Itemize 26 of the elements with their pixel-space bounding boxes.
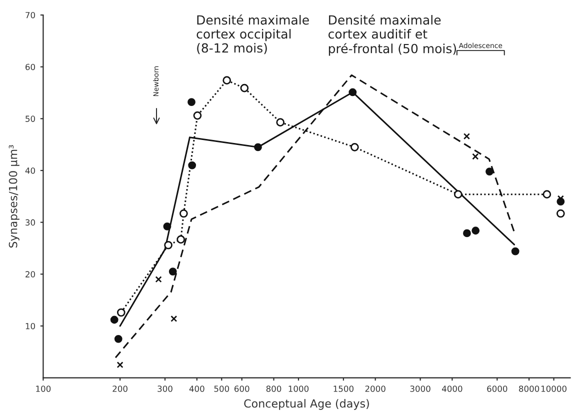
x-tick-label: 1000 [288,386,309,392]
x-tick-label: 3000 [410,386,430,392]
y-tick-label: 10 [26,322,36,330]
x-tick-label: 100 [36,386,51,392]
x-tick-label: 4000 [442,386,462,392]
y-axis-title: Synapses/100 µm³ [8,145,20,248]
x-axis-title: Conceptual Age (days) [244,399,369,410]
x-tick-label: 2000 [365,386,386,392]
x-tick-label: 8000 [519,386,540,392]
y-tick-label: 70 [26,12,36,18]
x-tick-label: 200 [112,386,128,392]
y-tick-label: 50 [26,116,36,122]
y-tick-label: 40 [25,167,36,174]
x-tick-label: 6000 [487,386,508,392]
x-tick-label: 1500 [334,386,354,392]
x-tick-label: 400 [189,386,204,392]
y-tick-label: 60 [26,64,36,70]
annotation: Densité maximale cortex auditif et pré-frontal (50 mois) [328,14,456,56]
x-tick-label: 300 [158,386,172,392]
x-tick-label: 600 [234,386,250,392]
y-tick-label: 20 [26,271,36,278]
x-tick-label: 500 [214,386,230,392]
annotation: Densité maximale cortex occipital (8-12 mois) [196,14,309,54]
y-tick-label: 30 [26,219,36,226]
x-tick-label: 800 [266,386,282,392]
x-tick-label: 10000 [541,386,566,392]
